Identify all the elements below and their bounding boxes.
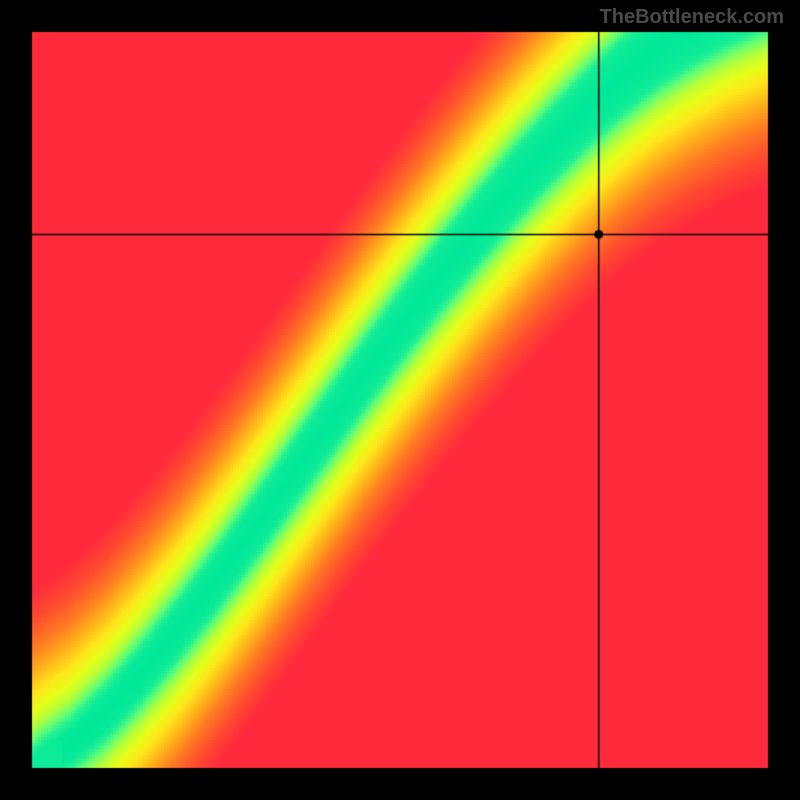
watermark-text: TheBottleneck.com: [600, 6, 784, 29]
chart-container: TheBottleneck.com: [0, 0, 800, 800]
bottleneck-heatmap-canvas: [0, 0, 800, 800]
